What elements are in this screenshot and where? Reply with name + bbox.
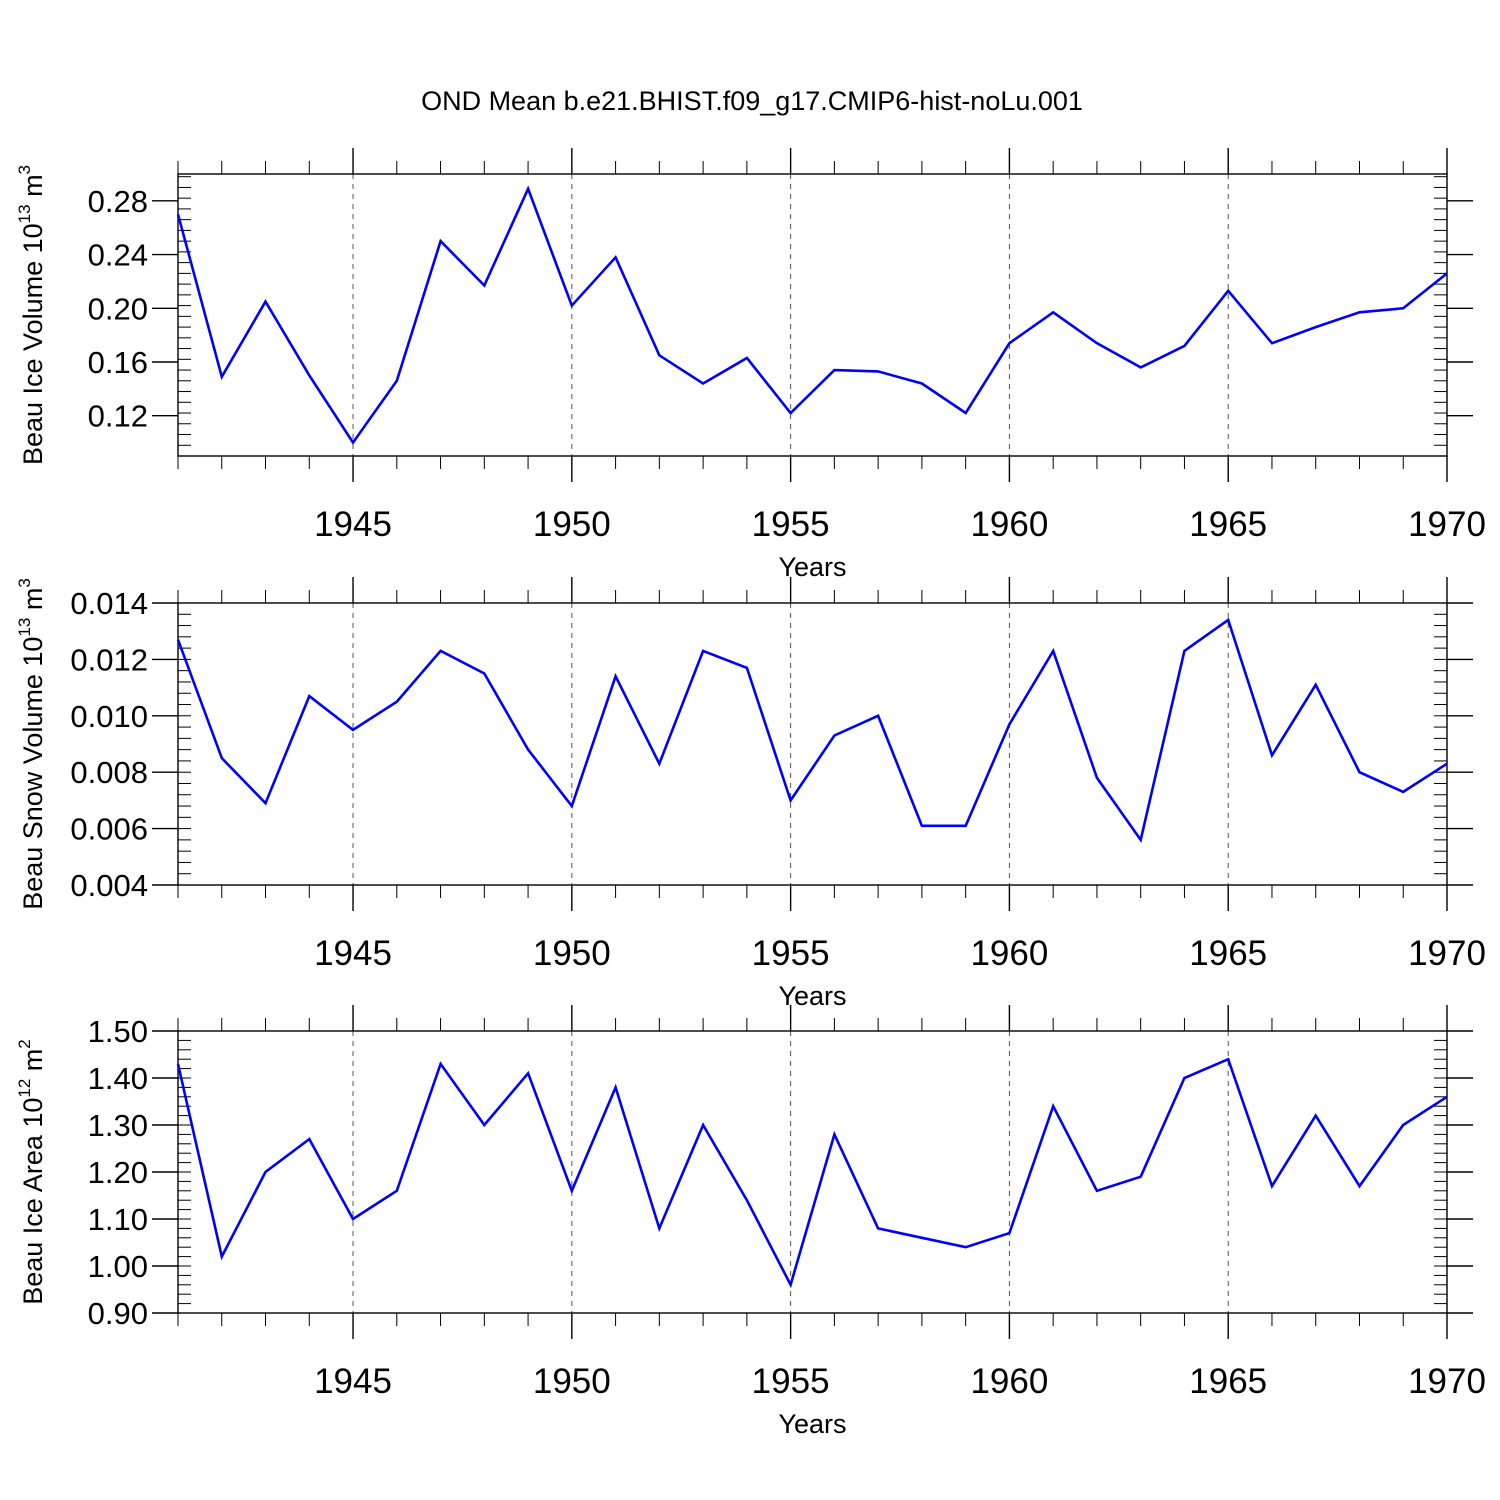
x-tick-label: 1945 xyxy=(314,934,392,973)
x-tick-label: 1965 xyxy=(1189,934,1267,973)
series-line xyxy=(176,1057,1448,1289)
y-tick-label: 1.20 xyxy=(88,1155,148,1190)
y-tick-label: 0.004 xyxy=(70,868,148,903)
series-line xyxy=(176,185,1448,445)
x-tick-label: 1960 xyxy=(970,1362,1048,1401)
y-tick-label: 0.16 xyxy=(88,345,148,380)
x-tick-label: 1950 xyxy=(533,934,611,973)
y-tick-label: 0.010 xyxy=(70,699,148,734)
x-tick-label: 1955 xyxy=(752,934,830,973)
y-tick-label: 0.90 xyxy=(88,1296,148,1331)
panel-2: 0.004 0.006 0.008 0.010 0.012 0.014 1945 1950 19… xyxy=(15,577,1486,1011)
x-tick-label: 1955 xyxy=(752,505,830,544)
series-line xyxy=(176,617,1448,844)
x-axis-label: Years xyxy=(778,981,846,1011)
y-tick-label: 1.30 xyxy=(88,1108,148,1143)
y-tick-label: 1.10 xyxy=(88,1202,148,1237)
y-tick-label: 0.012 xyxy=(70,642,148,677)
x-tick-label: 1965 xyxy=(1189,505,1267,544)
y-axis-label: Beau Snow Volume 1013 m3 xyxy=(15,578,48,910)
x-axis-label: Years xyxy=(778,1409,846,1439)
x-tick-label: 1955 xyxy=(752,1362,830,1401)
figure-title: OND Mean b.e21.BHIST.f09_g17.CMIP6-hist-… xyxy=(421,86,1083,116)
panel-1: 0.12 0.16 0.20 0.24 0.28 1945 1950 1955 1960 1965… xyxy=(15,148,1486,582)
y-tick-label: 0.20 xyxy=(88,291,148,326)
x-tick-label: 1960 xyxy=(970,505,1048,544)
y-tick-label: 0.24 xyxy=(88,238,148,273)
x-tick-label: 1970 xyxy=(1408,934,1486,973)
x-tick-label: 1970 xyxy=(1408,1362,1486,1401)
y-tick-label: 0.006 xyxy=(70,812,148,847)
y-tick-label: 0.008 xyxy=(70,755,148,790)
y-tick-label: 0.014 xyxy=(70,586,148,621)
x-tick-label: 1960 xyxy=(970,934,1048,973)
panels: 0.12 0.16 0.20 0.24 0.28 1945 1950 1955 1960 1965… xyxy=(15,148,1486,1439)
y-tick-label: 0.12 xyxy=(88,399,148,434)
plot-frame xyxy=(177,602,1448,886)
y-tick-label: 1.40 xyxy=(88,1061,148,1096)
x-tick-label: 1950 xyxy=(533,505,611,544)
y-tick-label: 0.28 xyxy=(88,184,148,219)
x-tick-label: 1970 xyxy=(1408,505,1486,544)
y-axis-label: Beau Ice Volume 1013 m3 xyxy=(15,165,48,465)
y-tick-label: 1.00 xyxy=(88,1249,148,1284)
x-tick-label: 1965 xyxy=(1189,1362,1267,1401)
x-tick-label: 1945 xyxy=(314,505,392,544)
plot-frame xyxy=(177,173,1448,457)
x-axis-label: Years xyxy=(778,552,846,582)
plot-frame xyxy=(177,1030,1448,1314)
x-tick-label: 1950 xyxy=(533,1362,611,1401)
y-axis-label: Beau Ice Area 1012 m2 xyxy=(15,1039,48,1305)
x-tick-label: 1945 xyxy=(314,1362,392,1401)
panel-3: 0.90 1.00 1.10 1.20 1.30 1.40 1.50 1945 1950 1955… xyxy=(15,1005,1486,1439)
y-tick-label: 1.50 xyxy=(88,1014,148,1049)
